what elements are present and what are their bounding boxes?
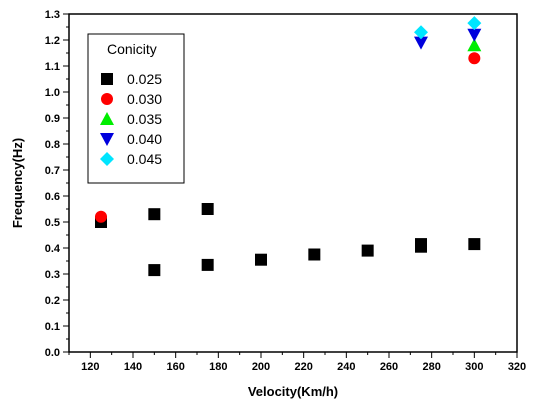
data-point-square	[255, 253, 267, 266]
legend-label: 0.025	[127, 71, 162, 87]
y-tick-label: 1.1	[45, 61, 60, 73]
data-point-circle	[95, 210, 107, 223]
y-tick-label: 0.2	[45, 295, 60, 307]
legend-marker-diamond	[100, 152, 114, 166]
x-tick-label: 260	[380, 361, 398, 373]
legend-label: 0.045	[127, 151, 162, 167]
data-point-square	[148, 208, 161, 221]
data-point-square	[148, 264, 161, 277]
x-tick-label: 280	[422, 361, 440, 373]
data-point-square	[415, 238, 427, 251]
data-point-diamond	[414, 25, 428, 40]
data-point-diamond	[467, 16, 482, 31]
legend-label: 0.030	[127, 91, 162, 107]
x-tick-label: 180	[209, 361, 227, 373]
legend-marker-triangle-up	[100, 112, 114, 125]
legend: Conicity 0.025 0.030 0.035 0.040 0.045	[87, 33, 185, 184]
y-tick-label: 1.0	[45, 87, 60, 99]
x-tick-label: 220	[294, 361, 312, 373]
y-axis-title: Frequency(Hz)	[10, 138, 25, 228]
data-point-square	[468, 238, 481, 251]
y-tick-label: 0.8	[45, 139, 60, 151]
legend-marker-square	[101, 73, 113, 85]
y-tick-label: 0.5	[45, 217, 60, 229]
legend-marker-circle	[101, 93, 113, 105]
legend-marker-triangle-down	[100, 133, 114, 146]
x-axis-title: Velocity(Km/h)	[248, 384, 338, 399]
data-point-circle	[468, 52, 481, 65]
data-point-square	[201, 258, 214, 271]
data-point-square	[361, 244, 374, 257]
y-tick-label: 0.9	[45, 113, 60, 125]
y-tick-label: 0.4	[45, 243, 61, 255]
x-tick-label: 300	[465, 361, 483, 373]
x-tick-label: 200	[252, 361, 270, 373]
y-tick-label: 1.3	[45, 9, 60, 21]
y-tick-label: 0.1	[45, 321, 60, 333]
data-point-triangle-down	[467, 28, 482, 42]
legend-title: Conicity	[107, 41, 157, 57]
data-point-triangle-up	[467, 38, 482, 52]
legend-label: 0.035	[127, 111, 162, 127]
data-point-square	[308, 248, 321, 261]
y-tick-label: 1.2	[45, 35, 60, 47]
y-tick-label: 0.6	[45, 191, 60, 203]
x-tick-label: 160	[166, 361, 184, 373]
data-point-triangle-down	[414, 36, 428, 50]
legend-label: 0.040	[127, 131, 162, 147]
x-tick-label: 120	[81, 361, 99, 373]
y-axis-ticks: 0.0 0.1 0.2 0.3 0.4 0.5 0.6 0.7 0.8 0.9 1.0 1.1 1.2 1…	[45, 9, 69, 359]
x-tick-label: 320	[508, 361, 526, 373]
data-point-square	[201, 203, 214, 215]
y-tick-label: 0.0	[45, 347, 60, 359]
x-tick-label: 240	[337, 361, 355, 373]
x-axis-ticks: 120 140 160 180 200 220 240 260 280 300 320	[68, 352, 526, 373]
plot-frame	[68, 13, 518, 353]
legend-items: 0.025 0.030 0.035 0.040 0.045	[100, 71, 162, 167]
data-markers	[95, 16, 482, 277]
y-tick-label: 0.3	[45, 269, 60, 281]
x-tick-label: 140	[124, 361, 142, 373]
y-tick-label: 0.7	[45, 165, 60, 177]
